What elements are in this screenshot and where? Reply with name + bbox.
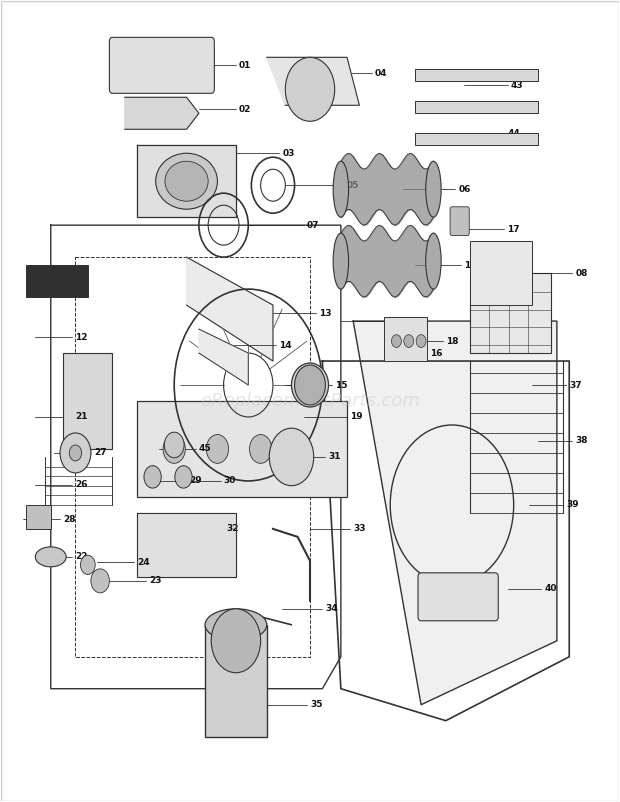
Circle shape xyxy=(144,466,161,488)
Bar xyxy=(384,317,427,361)
Ellipse shape xyxy=(426,233,441,289)
FancyBboxPatch shape xyxy=(450,207,469,236)
FancyBboxPatch shape xyxy=(418,573,498,621)
Bar xyxy=(26,505,51,529)
Text: 37: 37 xyxy=(569,380,582,390)
Polygon shape xyxy=(353,321,557,705)
Text: 23: 23 xyxy=(149,577,162,585)
Circle shape xyxy=(391,334,401,347)
Polygon shape xyxy=(137,513,236,577)
Bar xyxy=(137,401,347,497)
Ellipse shape xyxy=(291,363,329,407)
Text: 45: 45 xyxy=(199,444,211,453)
Circle shape xyxy=(285,57,335,121)
Text: 40: 40 xyxy=(544,585,557,593)
Circle shape xyxy=(211,609,260,673)
Text: 08: 08 xyxy=(575,269,588,277)
Ellipse shape xyxy=(156,153,218,209)
Text: 04: 04 xyxy=(375,69,388,78)
Polygon shape xyxy=(51,225,341,689)
Circle shape xyxy=(175,466,192,488)
Text: 06: 06 xyxy=(458,184,471,194)
Bar xyxy=(471,273,551,353)
Text: 03: 03 xyxy=(282,148,294,158)
Text: 12: 12 xyxy=(76,333,88,342)
Text: 10: 10 xyxy=(464,261,477,269)
Text: 05: 05 xyxy=(347,180,360,190)
Circle shape xyxy=(269,428,314,486)
Circle shape xyxy=(249,435,272,464)
Bar xyxy=(205,625,267,737)
Circle shape xyxy=(206,435,229,464)
Bar xyxy=(415,69,538,81)
Text: 39: 39 xyxy=(566,500,579,509)
Polygon shape xyxy=(199,329,248,385)
Text: 34: 34 xyxy=(326,604,338,614)
Bar xyxy=(471,241,532,305)
Bar xyxy=(415,101,538,113)
Text: 28: 28 xyxy=(63,515,76,524)
Circle shape xyxy=(416,334,426,347)
Text: 14: 14 xyxy=(279,341,292,350)
Polygon shape xyxy=(125,97,199,129)
Text: 32: 32 xyxy=(227,525,239,533)
Text: 13: 13 xyxy=(319,309,332,318)
Circle shape xyxy=(164,432,184,458)
Ellipse shape xyxy=(333,161,348,217)
Text: 19: 19 xyxy=(350,412,363,422)
Text: 18: 18 xyxy=(446,337,458,346)
Text: 24: 24 xyxy=(137,558,150,567)
Polygon shape xyxy=(137,145,236,217)
Text: 16: 16 xyxy=(390,317,403,326)
Bar xyxy=(415,133,538,145)
Ellipse shape xyxy=(165,161,208,201)
Circle shape xyxy=(294,365,326,405)
Ellipse shape xyxy=(333,233,348,289)
Text: 09: 09 xyxy=(76,277,88,286)
Text: 30: 30 xyxy=(224,476,236,485)
Text: 01: 01 xyxy=(239,61,251,70)
Text: 26: 26 xyxy=(76,480,88,489)
Circle shape xyxy=(81,555,95,574)
Text: 02: 02 xyxy=(239,105,251,114)
Bar xyxy=(26,265,88,297)
Bar xyxy=(63,353,112,449)
Text: 35: 35 xyxy=(310,700,322,709)
Text: 16: 16 xyxy=(430,349,443,358)
FancyBboxPatch shape xyxy=(109,38,215,93)
Text: 21: 21 xyxy=(76,412,88,422)
Circle shape xyxy=(163,435,185,464)
Ellipse shape xyxy=(35,547,66,567)
Text: eReplacementParts.com: eReplacementParts.com xyxy=(200,392,420,410)
Ellipse shape xyxy=(205,609,267,641)
Circle shape xyxy=(404,334,414,347)
Text: 42: 42 xyxy=(511,105,523,114)
Text: 31: 31 xyxy=(329,452,341,461)
Circle shape xyxy=(60,433,91,473)
Text: 43: 43 xyxy=(511,81,523,90)
Text: 29: 29 xyxy=(190,476,202,485)
Text: 38: 38 xyxy=(575,436,588,445)
Text: 27: 27 xyxy=(94,448,107,457)
Text: 17: 17 xyxy=(508,225,520,233)
Polygon shape xyxy=(267,57,360,105)
Text: 22: 22 xyxy=(76,553,88,561)
Circle shape xyxy=(91,569,109,593)
Text: 15: 15 xyxy=(335,380,347,390)
Circle shape xyxy=(69,445,82,461)
Polygon shape xyxy=(187,257,273,361)
Ellipse shape xyxy=(426,161,441,217)
Text: 44: 44 xyxy=(508,129,520,138)
Text: 33: 33 xyxy=(353,525,366,533)
Text: 07: 07 xyxy=(307,221,319,229)
